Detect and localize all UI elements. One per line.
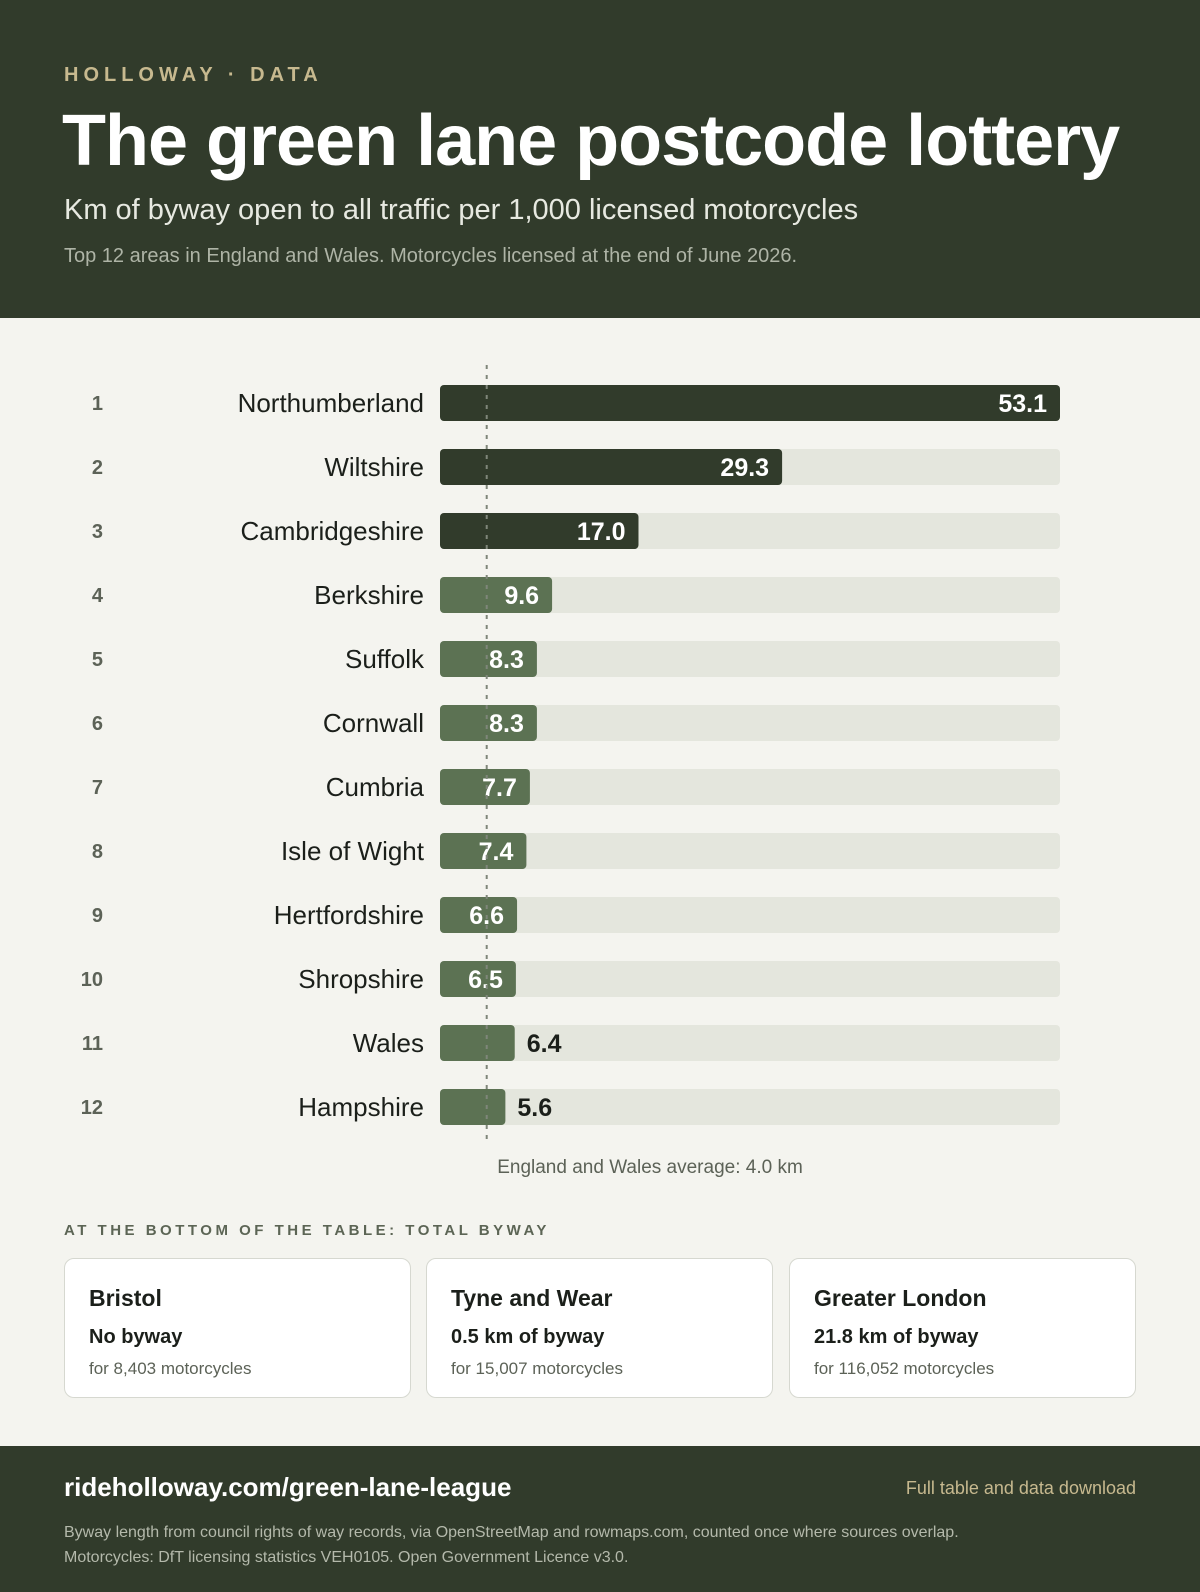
category-label: Cambridgeshire: [240, 516, 424, 546]
data-label: 5.6: [517, 1094, 552, 1122]
bar-track: [440, 961, 1060, 997]
chart-subtitle: Km of byway open to all traffic per 1,00…: [64, 194, 859, 226]
rank-label: 4: [92, 585, 104, 607]
bar: [440, 449, 783, 485]
data-label: 9.6: [504, 582, 539, 610]
data-label: 7.4: [479, 838, 514, 866]
data-download-link[interactable]: Full table and data download: [905, 1478, 1136, 1498]
card-name: Greater London: [814, 1285, 987, 1311]
category-label: Isle of Wight: [281, 836, 425, 866]
card-greater-london: Greater London 21.8 km of byway for 116,…: [789, 1258, 1136, 1398]
card-tyne-and-wear: Tyne and Wear 0.5 km of byway for 15,007…: [426, 1258, 773, 1398]
category-label: Cumbria: [326, 772, 425, 802]
bar-track: [440, 769, 1060, 805]
footer-source: Byway length from council rights of way …: [64, 1520, 959, 1570]
rank-label: 10: [81, 969, 103, 991]
category-label: Northumberland: [238, 388, 424, 418]
rank-label: 12: [81, 1097, 103, 1119]
bar: [440, 1025, 515, 1061]
card-detail: for 15,007 motorcycles: [451, 1359, 623, 1378]
data-label: 7.7: [482, 774, 517, 802]
category-label: Berkshire: [314, 580, 424, 610]
card-value: No byway: [89, 1326, 183, 1348]
bar: [440, 769, 530, 805]
data-label: 53.1: [998, 390, 1047, 418]
bar: [440, 833, 527, 869]
bar-track: [440, 1025, 1060, 1061]
data-label: 29.3: [720, 454, 769, 482]
rank-label: 6: [92, 713, 103, 735]
card-detail: for 116,052 motorcycles: [814, 1359, 995, 1378]
footer-url-link[interactable]: rideholloway.com/green-lane-league: [64, 1472, 512, 1502]
card-name: Bristol: [89, 1285, 162, 1311]
bar: [440, 897, 518, 933]
bar: [440, 577, 553, 613]
bar-track: [440, 577, 1060, 613]
rank-label: 11: [82, 1033, 103, 1055]
data-label: 6.4: [527, 1030, 562, 1058]
bar-chart: 1 Northumberland 53.1 2 Wiltshire 29.3 3 Cambri…: [81, 365, 1060, 1178]
rank-label: 7: [92, 777, 103, 799]
card-name: Tyne and Wear: [451, 1285, 613, 1311]
category-label: Hertfordshire: [274, 900, 424, 930]
bar: [440, 641, 537, 677]
bar-track: [440, 897, 1060, 933]
category-label: Suffolk: [345, 644, 425, 674]
bar: [440, 513, 639, 549]
card-detail: for 8,403 motorcycles: [89, 1359, 252, 1378]
bar: [440, 961, 516, 997]
bar: [440, 705, 537, 741]
data-label: 6.5: [468, 966, 503, 994]
card-bristol: Bristol No byway for 8,403 motorcycles: [64, 1258, 411, 1398]
data-label: 17.0: [577, 518, 626, 546]
header: HOLLOWAY · DATA The green lane postcode …: [0, 0, 1200, 318]
bottom-section-label: AT THE BOTTOM OF THE TABLE: TOTAL BYWAY: [64, 1222, 550, 1239]
chart-note: Top 12 areas in England and Wales. Motor…: [64, 245, 798, 267]
average-label: England and Wales average: 4.0 km: [497, 1157, 803, 1178]
bar-track: [440, 1089, 1060, 1125]
category-label: Shropshire: [298, 964, 424, 994]
bar: [440, 385, 1060, 421]
rank-label: 9: [92, 905, 103, 927]
rank-label: 1: [92, 393, 103, 415]
page-title: The green lane postcode lottery: [62, 101, 1120, 181]
bar-track: [440, 641, 1060, 677]
card-value: 21.8 km of byway: [814, 1326, 979, 1348]
rank-label: 2: [92, 457, 103, 479]
footer: rideholloway.com/green-lane-league Full …: [0, 1446, 1200, 1592]
data-label: 8.3: [489, 710, 524, 738]
card-value: 0.5 km of byway: [451, 1326, 605, 1348]
rank-label: 3: [92, 521, 103, 543]
source-line: Motorcycles: DfT licensing statistics VE…: [64, 1549, 629, 1566]
category-label: Wales: [353, 1028, 424, 1058]
bar-track: [440, 705, 1060, 741]
category-label: Wiltshire: [324, 452, 424, 482]
source-line: Byway length from council rights of way …: [64, 1524, 959, 1541]
bar: [440, 1089, 506, 1125]
category-label: Hampshire: [298, 1092, 424, 1122]
data-label: 8.3: [489, 646, 524, 674]
rank-label: 8: [92, 841, 103, 863]
category-label: Cornwall: [323, 708, 424, 738]
rank-label: 5: [92, 649, 103, 671]
bar-track: [440, 833, 1060, 869]
bottom-cards: Bristol No byway for 8,403 motorcycles T…: [64, 1258, 1136, 1398]
brand-label: HOLLOWAY · DATA: [64, 64, 323, 86]
